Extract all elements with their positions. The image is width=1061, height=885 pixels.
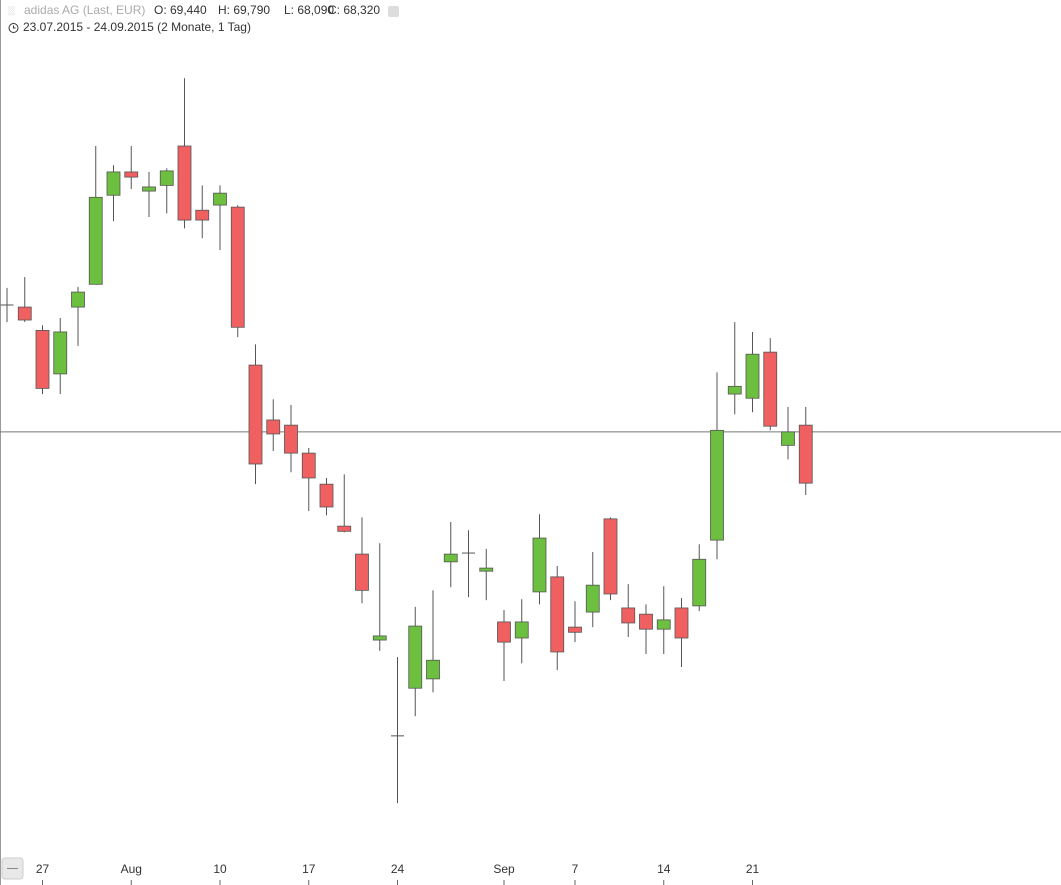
x-tick-label: 14 (657, 862, 671, 876)
x-tick-label: Aug (121, 862, 142, 876)
ohlc-low: L: 68,090 (284, 3, 334, 17)
chart-icon: ░ (8, 5, 15, 16)
candle-body (550, 576, 565, 653)
candle-body (71, 291, 85, 308)
candle-body (142, 186, 156, 192)
x-tick-label: Sep (493, 862, 515, 876)
candle-body (53, 331, 68, 375)
candle-body (248, 364, 263, 465)
ohlc-high: H: 69,790 (218, 3, 270, 17)
candle-body (532, 537, 547, 593)
ohlc-open: O: 69,440 (154, 3, 207, 17)
candle-body (692, 558, 707, 607)
candle-body (372, 635, 387, 641)
candle-body (106, 171, 121, 196)
candle-body (88, 196, 103, 285)
candle-body (17, 306, 32, 321)
candle-body (727, 385, 742, 395)
candle-body (514, 621, 529, 639)
x-tick-label: 10 (213, 862, 227, 876)
x-tick-label: 7 (572, 862, 579, 876)
candle-body (426, 659, 440, 680)
candle-body (710, 429, 724, 541)
candle-body (266, 419, 281, 435)
candle-body (301, 452, 316, 479)
candle-body (621, 607, 636, 624)
chart-subtitle: 23.07.2015 - 24.09.2015 (2 Monate, 1 Tag… (23, 20, 251, 34)
candle-body (124, 171, 139, 178)
x-tick-label: 21 (746, 862, 760, 876)
candle-body (408, 625, 423, 689)
candle-body (674, 607, 689, 639)
candle-body (319, 483, 334, 508)
clock-hands (13, 25, 16, 29)
candle-body (443, 553, 458, 563)
chart-title: adidas AG (Last, EUR) (24, 3, 145, 17)
candle-body (337, 525, 352, 532)
candle-body (568, 626, 582, 633)
candle-body (159, 170, 174, 186)
x-tick-label: 24 (391, 862, 405, 876)
candle-body (763, 351, 778, 427)
candle-body (745, 353, 760, 399)
clock-icon (8, 23, 19, 33)
settings-icon[interactable] (388, 6, 399, 17)
ohlc-close: C: 68,320 (328, 3, 380, 17)
candle-body (195, 209, 210, 221)
candle-body (798, 424, 813, 484)
candle-body (230, 206, 245, 328)
candle-body (213, 192, 227, 206)
x-tick-label: 17 (302, 862, 316, 876)
x-tick-label: 27 (36, 862, 50, 876)
candle-body (355, 553, 369, 591)
candle-body (479, 567, 494, 572)
candle-body (35, 329, 50, 389)
candle-body (603, 518, 618, 595)
candle-body (656, 619, 671, 630)
candle-body (497, 621, 511, 643)
candle-body (177, 145, 192, 221)
candle-body (585, 584, 600, 613)
candle-body (781, 431, 795, 446)
candle-body (284, 424, 298, 454)
candle-body (639, 613, 653, 630)
